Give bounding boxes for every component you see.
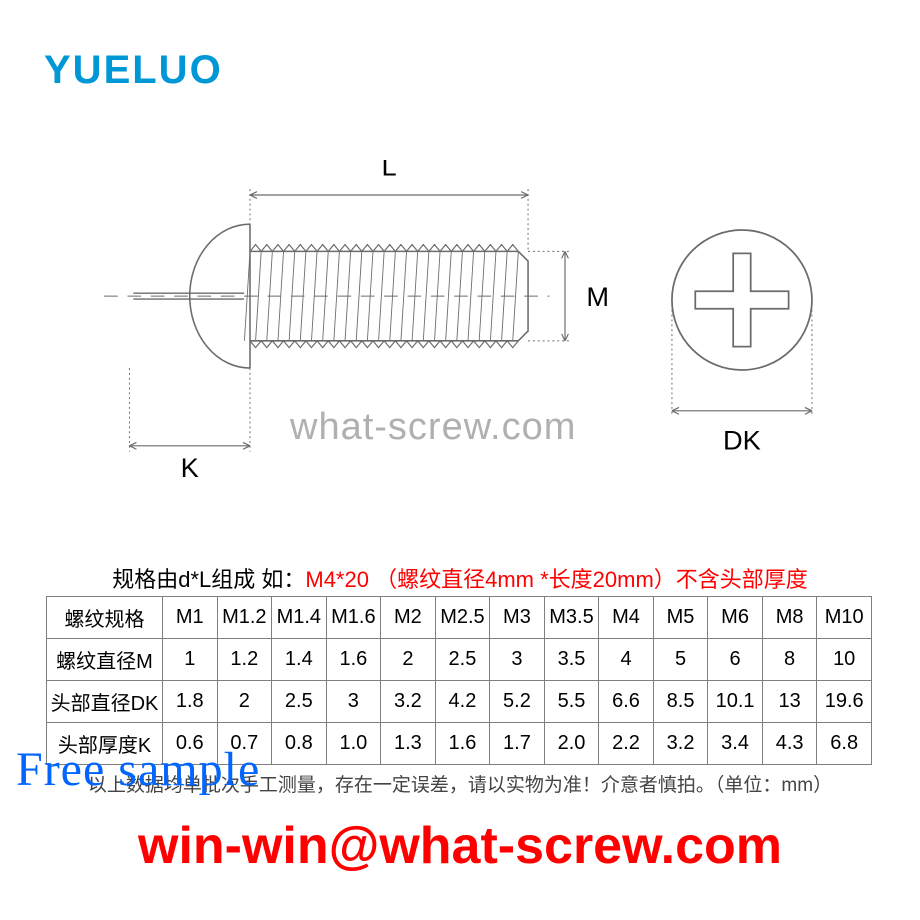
table-cell: 19.6 [817,681,872,723]
row-header: 螺纹规格 [47,597,163,639]
col-header: M8 [762,597,817,639]
table-cell: 10.1 [708,681,763,723]
table-cell: 2.0 [544,723,599,765]
table-cell: 8 [762,639,817,681]
table-cell: 13 [762,681,817,723]
table-cell: 4.2 [435,681,490,723]
table-cell: 3.5 [544,639,599,681]
table-cell: 1.6 [435,723,490,765]
row-header: 头部直径DK [47,681,163,723]
table-cell: 6 [708,639,763,681]
table-cell: 3.4 [708,723,763,765]
table-cell: 2.5 [435,639,490,681]
table-cell: 1.6 [326,639,381,681]
table-cell: 5 [653,639,708,681]
svg-text:DK: DK [723,425,761,456]
table-cell: 4 [599,639,654,681]
table-cell: 1.3 [381,723,436,765]
table-cell: 10 [817,639,872,681]
table-cell: 6.6 [599,681,654,723]
col-header: M3 [490,597,545,639]
col-header: M1.4 [272,597,327,639]
row-header: 螺纹直径M [47,639,163,681]
screw-diagram: L M K DK [0,160,920,510]
watermark-text: what-screw.com [290,406,576,449]
spec-suffix: （螺纹直径4mm *长度20mm）不含头部厚度 [369,567,808,592]
spec-prefix: 规格由d*L组成 如： [112,567,305,592]
table-cell: 1.8 [163,681,218,723]
col-header: M1 [163,597,218,639]
col-header: M1.6 [326,597,381,639]
col-header: M1.2 [217,597,272,639]
col-header: M6 [708,597,763,639]
dimensions-table: 螺纹规格M1M1.2M1.4M1.6M2M2.5M3M3.5M4M5M6M8M1… [46,596,872,765]
table-cell: 3.2 [653,723,708,765]
table-cell: 2.5 [272,681,327,723]
svg-text:M: M [586,281,609,312]
table-cell: 1 [163,639,218,681]
table-cell: 2.2 [599,723,654,765]
svg-text:K: K [181,452,199,483]
spec-description: 规格由d*L组成 如：M4*20 （螺纹直径4mm *长度20mm）不含头部厚度 [0,562,920,594]
dimensions-table-wrap: 螺纹规格M1M1.2M1.4M1.6M2M2.5M3M3.5M4M5M6M8M1… [46,596,872,765]
contact-email: win-win@what-screw.com [0,816,920,876]
col-header: M5 [653,597,708,639]
col-header: M2 [381,597,436,639]
table-cell: 0.8 [272,723,327,765]
table-cell: 2 [381,639,436,681]
table-cell: 1.4 [272,639,327,681]
col-header: M3.5 [544,597,599,639]
col-header: M10 [817,597,872,639]
svg-text:L: L [381,160,396,182]
table-cell: 5.5 [544,681,599,723]
table-cell: 6.8 [817,723,872,765]
table-cell: 3.2 [381,681,436,723]
col-header: M2.5 [435,597,490,639]
col-header: M4 [599,597,654,639]
table-cell: 3 [490,639,545,681]
table-cell: 4.3 [762,723,817,765]
table-cell: 8.5 [653,681,708,723]
spec-example: M4*20 [305,567,369,592]
table-cell: 3 [326,681,381,723]
table-cell: 1.2 [217,639,272,681]
table-cell: 1.7 [490,723,545,765]
table-cell: 2 [217,681,272,723]
table-cell: 1.0 [326,723,381,765]
free-sample-overlay: Free sample [16,742,260,797]
brand-logo: YUELUO [44,48,223,93]
table-cell: 5.2 [490,681,545,723]
